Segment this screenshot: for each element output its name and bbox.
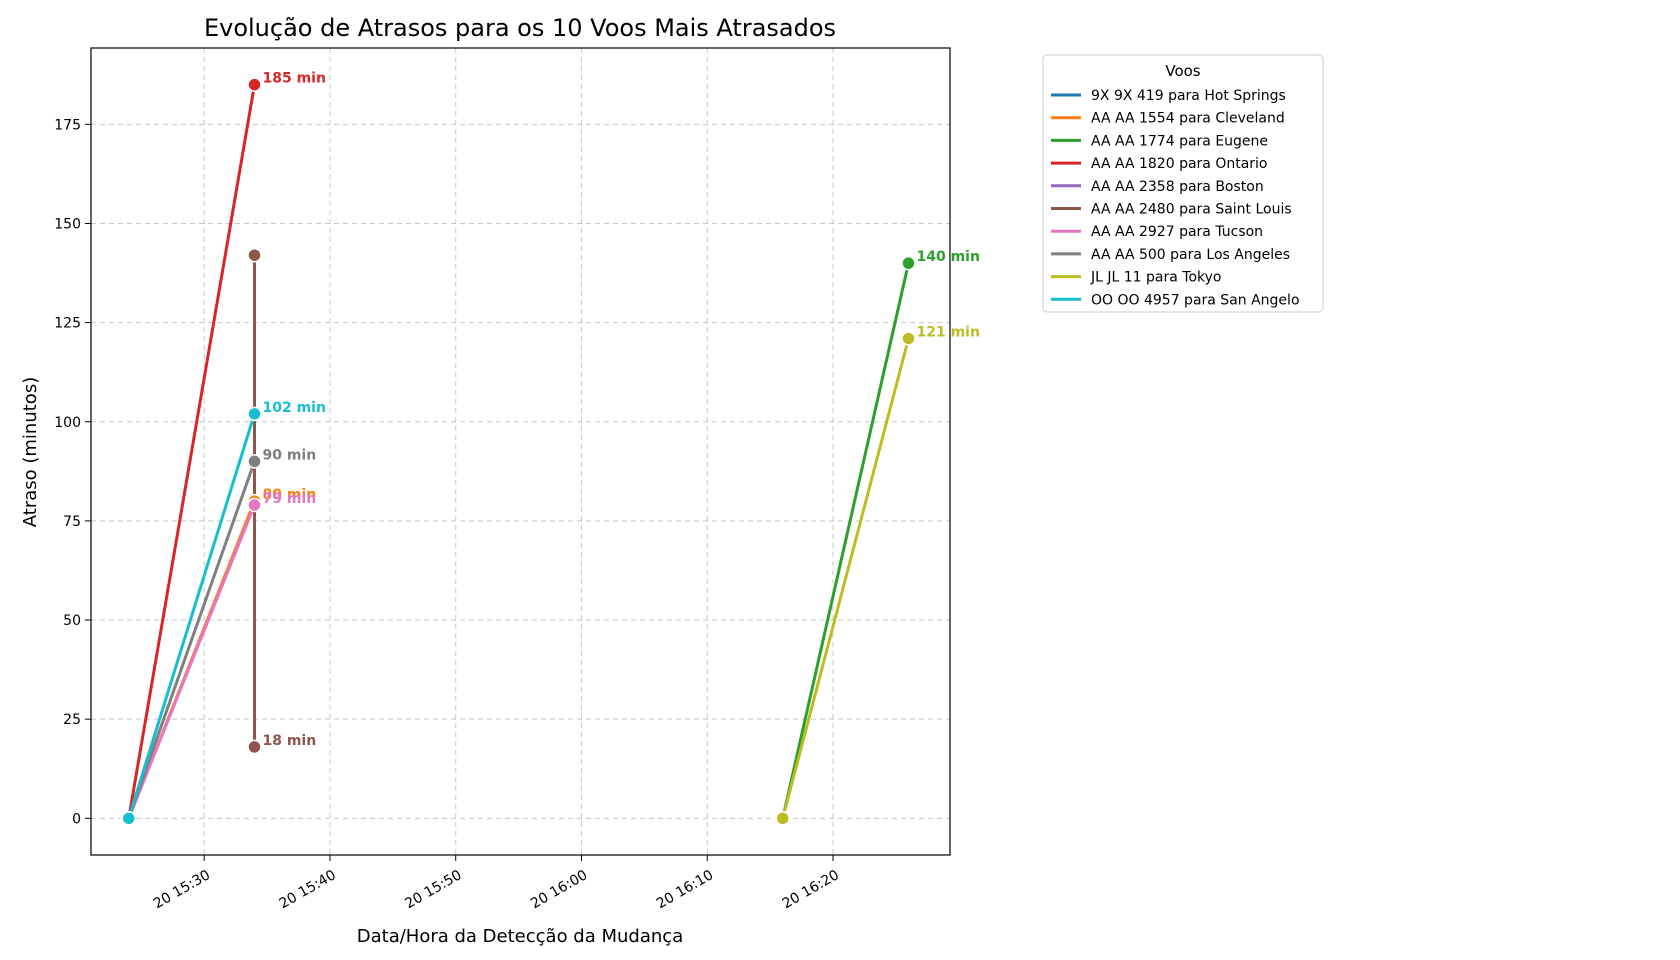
y-tick-label: 0 [72, 811, 81, 827]
data-label: 79 min [262, 491, 316, 507]
data-point [247, 247, 262, 263]
series-line-2 [781, 261, 910, 820]
data-point [901, 255, 916, 271]
x-tick-label: 20 15:50 [402, 867, 464, 912]
legend-entry: JL JL 11 para Tokyo [1090, 270, 1221, 286]
legend: Voos 9X 9X 419 para Hot Springs AA AA 155… [1042, 54, 1324, 313]
data-label: 121 min [916, 324, 979, 340]
data-point [775, 811, 790, 826]
x-tick-label: 20 16:00 [528, 867, 590, 912]
y-tick-label: 125 [54, 316, 81, 332]
data-point [121, 811, 136, 826]
x-tick-label: 20 15:30 [151, 867, 213, 912]
chart-title: Evolução de Atrasos para os 10 Voos Mais… [204, 14, 836, 42]
series-markers [121, 77, 916, 826]
data-point [247, 77, 262, 92]
legend-entry: AA AA 1774 para Eugene [1091, 133, 1268, 149]
y-tick-label: 75 [63, 514, 81, 530]
legend-entry: AA AA 500 para Los Angeles [1091, 247, 1290, 263]
x-tick-label: 20 16:10 [654, 867, 716, 912]
y-tick-label: 50 [63, 613, 81, 629]
data-label: 90 min [262, 447, 316, 463]
series-line-7 [127, 459, 256, 820]
data-point [247, 497, 262, 513]
data-point [901, 331, 916, 346]
data-label: 185 min [262, 71, 325, 87]
y-tick-label: 25 [63, 712, 81, 728]
legend-entry: AA AA 2927 para Tucson [1091, 224, 1263, 240]
legend-entry: AA AA 2358 para Boston [1091, 179, 1264, 195]
data-label: 80 min [262, 487, 316, 503]
data-label: 18 min [262, 733, 316, 749]
y-tick-label: 175 [54, 117, 81, 133]
x-axis-title: Data/Hora da Detecção da Mudança [357, 926, 683, 947]
legend-entry: 9X 9X 419 para Hot Springs [1091, 88, 1286, 104]
grid [91, 48, 950, 855]
data-point [247, 739, 262, 755]
x-tick-label: 20 15:40 [277, 867, 339, 912]
legend-entry: AA AA 1820 para Ontario [1091, 156, 1268, 172]
x-tick-label: 20 16:20 [780, 867, 842, 912]
plot-frame [90, 47, 951, 856]
series-line-6 [127, 503, 256, 820]
legend-title: Voos [1165, 62, 1200, 80]
series-line-3 [127, 83, 256, 820]
legend-entry: AA AA 2480 para Saint Louis [1091, 202, 1292, 218]
y-tick-label: 150 [54, 216, 81, 232]
legend-entry: OO OO 4957 para San Angelo [1091, 292, 1300, 308]
data-point [247, 454, 262, 469]
data-label: 140 min [916, 249, 979, 265]
x-axis-ticks: 20 15:30 20 15:40 20 15:50 20 16:00 20 16:10… [151, 855, 842, 912]
data-label: 102 min [262, 400, 325, 416]
legend-box [1042, 54, 1324, 313]
y-tick-label: 100 [54, 415, 81, 431]
series-lines [127, 83, 910, 820]
series-line-9 [127, 412, 256, 820]
y-axis-ticks: 0 25 50 75 100 125 150 175 [54, 117, 91, 827]
y-axis-title: Atraso (minutos) [20, 377, 41, 527]
point-labels: 80 min 140 min 185 min 18 min 79 min 90 min 12… [262, 71, 979, 749]
data-point [247, 406, 262, 422]
legend-entry: AA AA 1554 para Cleveland [1091, 111, 1285, 127]
series-line-8 [781, 336, 910, 820]
